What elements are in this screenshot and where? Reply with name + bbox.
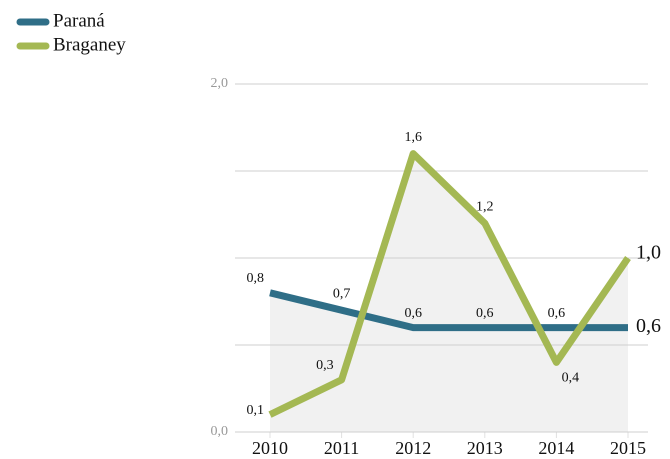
value-label: 0,3 (316, 358, 334, 373)
value-label: 0,1 (247, 403, 265, 418)
x-tick-label: 2010 (252, 438, 288, 458)
value-label: 1,0 (636, 242, 661, 264)
value-label: 1,2 (476, 199, 494, 214)
value-label: 0,6 (548, 306, 566, 321)
value-label: 0,8 (247, 271, 265, 286)
value-label: 0,4 (562, 371, 580, 386)
legend-label: Braganey (53, 34, 126, 55)
x-tick-label: 2014 (538, 438, 574, 458)
value-label: 0,7 (333, 286, 351, 301)
y-tick-label: 0,0 (211, 424, 229, 439)
x-tick-label: 2013 (467, 438, 503, 458)
x-tick-label: 2015 (610, 438, 646, 458)
value-label: 0,6 (636, 315, 661, 337)
line (269, 289, 628, 332)
area (270, 153, 628, 432)
line (268, 150, 631, 418)
value-label: 0,6 (476, 306, 494, 321)
x-tick-label: 2011 (324, 438, 359, 458)
value-label: 1,6 (404, 130, 422, 145)
legend-label: Paraná (53, 10, 105, 31)
value-label: 0,6 (404, 306, 422, 321)
x-tick-label: 2012 (395, 438, 431, 458)
y-tick-label: 2,0 (211, 76, 229, 91)
